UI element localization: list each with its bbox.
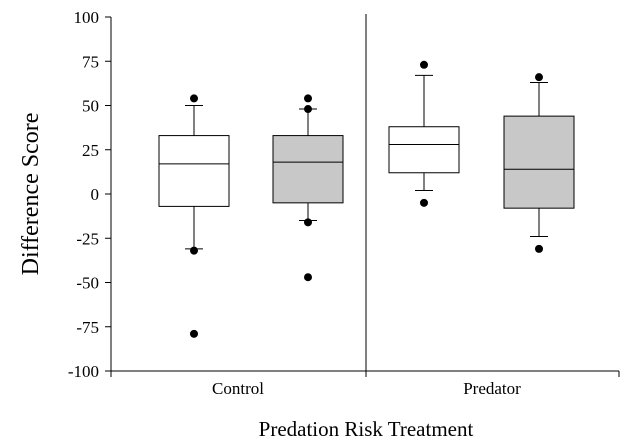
box-3 [388, 60, 460, 207]
outlier-point [304, 105, 312, 114]
y-tick-label: -75 [76, 318, 99, 337]
outlier-point [535, 73, 543, 82]
box-iqr [503, 115, 575, 209]
y-tick-label: 50 [82, 97, 99, 116]
x-axis-title: Predation Risk Treatment [259, 417, 474, 441]
outlier-point [304, 94, 312, 103]
outlier-point [190, 94, 198, 103]
outlier-point [535, 244, 543, 253]
box-iqr [158, 135, 230, 207]
boxes [158, 60, 575, 338]
y-tick-label: 75 [82, 52, 99, 71]
outlier-point [190, 329, 198, 338]
box-4 [503, 73, 575, 253]
y-tick-label: 25 [82, 141, 99, 160]
y-tick-label: 0 [91, 185, 100, 204]
y-tick-label: -100 [68, 362, 99, 381]
x-tick-label: Predator [463, 379, 521, 398]
box-iqr [272, 135, 344, 204]
y-tick-label: -50 [76, 274, 99, 293]
x-ticks: Control Predator [110, 371, 620, 398]
box-2 [272, 94, 344, 282]
box-1 [158, 94, 230, 338]
y-ticks: 100 75 50 25 0 -25 -50 -75 -100 [68, 8, 111, 381]
outlier-point [190, 246, 198, 255]
y-axis-title: Difference Score [18, 113, 44, 276]
y-tick-label: 100 [74, 8, 100, 27]
outlier-point [420, 60, 428, 69]
y-tick-label: -25 [76, 229, 99, 248]
outlier-point [304, 218, 312, 227]
outlier-point [304, 273, 312, 282]
outlier-point [420, 198, 428, 207]
x-tick-label: Control [212, 379, 264, 398]
box-iqr [388, 126, 460, 174]
